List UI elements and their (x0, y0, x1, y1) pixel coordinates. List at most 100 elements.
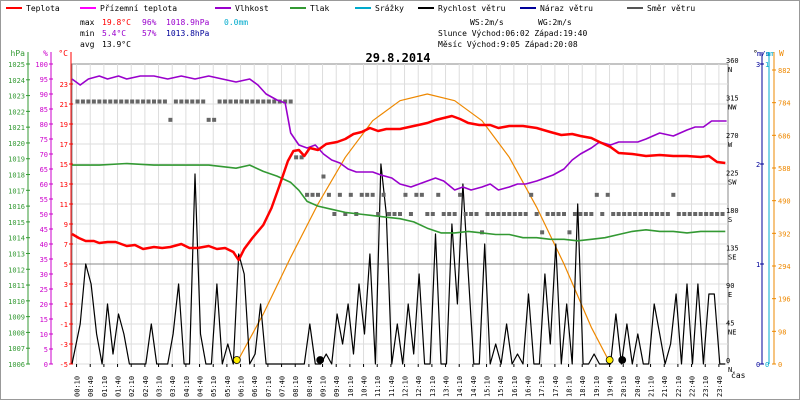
pressure-unit-label: hPa (11, 49, 26, 58)
x-tick-label: 22:10 (675, 376, 683, 397)
wind-direction-point (206, 117, 211, 122)
x-tick-label: 07:40 (279, 376, 287, 397)
wind-direction-point (534, 212, 539, 216)
wind-direction-point (463, 212, 468, 216)
wind-direction-point (600, 212, 605, 216)
stats-min-value: 1013.8hPa (166, 29, 210, 38)
wind-direction-point (589, 212, 594, 216)
legend-label: Náraz větru (540, 4, 593, 13)
wind-direction-point (217, 99, 222, 104)
wind-direction-point (715, 212, 720, 216)
wind-direction-point (97, 99, 102, 104)
stats-sun-times: Slunce Východ:06:02 Západ:19:40 (438, 29, 587, 38)
stats-max-value: 0.0mm (224, 18, 248, 27)
wind-direction-point (447, 212, 452, 216)
wind-direction-point (501, 212, 506, 216)
direction-tick-label: E (728, 291, 732, 299)
wind-direction-point (190, 99, 195, 104)
wind-direction-point (168, 117, 173, 122)
x-tick-label: 05:10 (210, 376, 218, 397)
stats-min-value: min (80, 29, 95, 38)
temperature-tick-label: 5 (64, 261, 68, 269)
wind-direction-point (179, 99, 184, 104)
wind-direction-point (365, 192, 370, 197)
x-tick-label: 17:40 (552, 376, 560, 397)
pressure-tick-label: 1022 (8, 108, 25, 116)
x-tick-label: 01:40 (115, 376, 123, 397)
direction-tick-degrees: 45 (726, 320, 734, 328)
plot-area (71, 63, 729, 365)
wind-direction-point (430, 212, 435, 216)
x-tick-label: 13:10 (429, 376, 437, 397)
x-tick-label: 04:10 (183, 376, 191, 397)
wind-direction-point (157, 99, 162, 104)
humidity-tick-label: 85 (40, 106, 48, 114)
wind-direction-point (152, 99, 156, 104)
sun-tick-label: 196 (778, 296, 791, 304)
wind-direction-point (255, 99, 260, 104)
humidity-tick-label: 45 (40, 226, 48, 234)
humidity-tick-label: 80 (40, 121, 48, 129)
legend-label: Rychlost větru (438, 4, 506, 13)
sun-tick-label: 392 (778, 230, 791, 238)
x-tick-label: 13:40 (443, 376, 451, 397)
stats-avg-label: avg (80, 40, 95, 49)
wind-direction-point (141, 99, 146, 104)
wind-direction-point (567, 230, 572, 235)
wind-direction-point (452, 212, 457, 216)
x-tick-label: 09:10 (320, 376, 328, 397)
temperature-tick-label: 11 (60, 201, 68, 209)
wind-direction-point (419, 192, 424, 197)
wind-direction-point (124, 99, 129, 104)
sun-tick-label: 588 (778, 165, 791, 173)
wind-direction-point (490, 212, 495, 216)
humidity-tick-label: 0 (44, 361, 48, 369)
wind-direction-point (146, 99, 151, 104)
wind-direction-point (720, 212, 725, 216)
x-tick-label: 17:10 (538, 376, 546, 397)
wind-direction-point (75, 99, 80, 104)
wind-direction-point (523, 212, 528, 216)
stats-max-value: max (80, 18, 95, 27)
x-tick-label: 00:40 (87, 376, 95, 397)
pressure-tick-label: 1021 (8, 124, 25, 132)
humidity-tick-label: 65 (40, 166, 48, 174)
wind-direction-point (135, 99, 140, 104)
direction-tick-label: N (728, 66, 732, 74)
direction-tick-label: S (728, 216, 732, 224)
wind-direction-point (80, 99, 85, 104)
pressure-tick-label: 1009 (8, 314, 25, 322)
wind-direction-point (682, 212, 687, 216)
legend-label: Teplota (26, 4, 60, 13)
wind-tick-label: 1 (756, 261, 760, 269)
wind-direction-point (119, 99, 124, 104)
wind-direction-point (283, 99, 288, 104)
direction-tick-label: W (728, 141, 733, 149)
wind-unit-label: m/s (757, 50, 770, 58)
temperature-tick-label: -5 (60, 361, 68, 369)
wind-direction-point (518, 212, 523, 216)
x-tick-label: 03:10 (156, 376, 164, 397)
x-tick-label: 15:10 (484, 376, 492, 397)
direction-tick-degrees: 0 (726, 357, 730, 365)
temperature-unit-label: °C (58, 49, 68, 58)
wind-direction-point (102, 99, 107, 104)
sun-tick-label: 98 (778, 328, 786, 336)
wind-direction-point (654, 212, 659, 216)
wind-direction-point (162, 99, 167, 104)
wind-direction-point (687, 212, 692, 216)
wind-direction-point (113, 99, 118, 104)
wind-direction-point (108, 99, 113, 104)
pressure-tick-label: 1020 (8, 140, 25, 148)
wind-direction-point (376, 212, 381, 216)
pressure-tick-label: 1018 (8, 172, 25, 180)
wind-direction-point (551, 212, 556, 216)
direction-tick-degrees: 225 (726, 170, 739, 178)
humidity-tick-label: 5 (44, 346, 48, 354)
humidity-tick-label: 90 (40, 91, 48, 99)
stats-wind-gust: WG:2m/s (538, 18, 572, 27)
wind-direction-point (408, 212, 413, 216)
wind-direction-point (638, 212, 643, 216)
wind-direction-point (665, 212, 670, 216)
